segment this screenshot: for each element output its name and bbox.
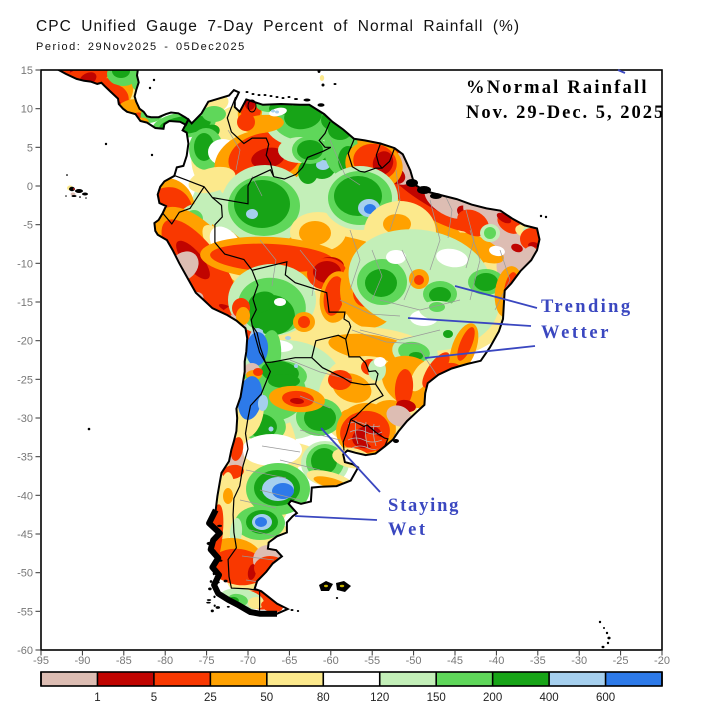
svg-text:5: 5 bbox=[27, 142, 33, 154]
svg-text:-30: -30 bbox=[571, 655, 587, 667]
svg-text:%Normal Rainfall: %Normal Rainfall bbox=[466, 78, 649, 98]
svg-text:Nov. 29-Dec. 5, 2025: Nov. 29-Dec. 5, 2025 bbox=[466, 103, 665, 123]
svg-text:-70: -70 bbox=[240, 655, 256, 667]
svg-text:CPC Unified Gauge 7-Day Percen: CPC Unified Gauge 7-Day Percent of Norma… bbox=[36, 18, 520, 35]
svg-text:Wet: Wet bbox=[388, 520, 428, 540]
svg-text:-40: -40 bbox=[488, 655, 504, 667]
svg-text:5: 5 bbox=[151, 692, 157, 704]
svg-text:-10: -10 bbox=[17, 258, 33, 270]
svg-text:-15: -15 bbox=[17, 297, 33, 309]
svg-text:Wetter: Wetter bbox=[541, 323, 611, 343]
svg-text:-45: -45 bbox=[447, 655, 463, 667]
svg-text:-20: -20 bbox=[654, 655, 670, 667]
svg-text:-25: -25 bbox=[613, 655, 629, 667]
svg-text:-80: -80 bbox=[157, 655, 173, 667]
svg-text:-20: -20 bbox=[17, 336, 33, 348]
svg-text:-5: -5 bbox=[23, 220, 33, 232]
svg-text:-35: -35 bbox=[530, 655, 546, 667]
svg-text:10: 10 bbox=[21, 104, 33, 116]
svg-text:-40: -40 bbox=[17, 490, 33, 502]
svg-text:600: 600 bbox=[596, 692, 615, 704]
svg-text:200: 200 bbox=[483, 692, 502, 704]
svg-text:400: 400 bbox=[539, 692, 558, 704]
svg-text:-75: -75 bbox=[199, 655, 215, 667]
svg-text:1: 1 bbox=[94, 692, 100, 704]
svg-text:-45: -45 bbox=[17, 529, 33, 541]
svg-text:Staying: Staying bbox=[388, 496, 460, 516]
svg-text:Period: 29Nov2025 - 05Dec2025: Period: 29Nov2025 - 05Dec2025 bbox=[36, 41, 246, 53]
svg-text:-30: -30 bbox=[17, 413, 33, 425]
svg-text:0: 0 bbox=[27, 181, 33, 193]
svg-text:-65: -65 bbox=[281, 655, 297, 667]
svg-text:80: 80 bbox=[317, 692, 330, 704]
svg-text:-50: -50 bbox=[406, 655, 422, 667]
svg-text:Trending: Trending bbox=[541, 297, 633, 317]
svg-text:-35: -35 bbox=[17, 452, 33, 464]
svg-text:-85: -85 bbox=[116, 655, 132, 667]
svg-text:-60: -60 bbox=[17, 645, 33, 657]
svg-text:-95: -95 bbox=[33, 655, 49, 667]
svg-text:-50: -50 bbox=[17, 568, 33, 580]
svg-text:25: 25 bbox=[204, 692, 217, 704]
svg-text:120: 120 bbox=[370, 692, 389, 704]
svg-text:-55: -55 bbox=[364, 655, 380, 667]
svg-text:15: 15 bbox=[21, 65, 33, 77]
svg-text:-55: -55 bbox=[17, 606, 33, 618]
svg-text:-25: -25 bbox=[17, 374, 33, 386]
svg-text:-60: -60 bbox=[323, 655, 339, 667]
svg-text:-90: -90 bbox=[74, 655, 90, 667]
svg-text:150: 150 bbox=[427, 692, 446, 704]
svg-text:50: 50 bbox=[260, 692, 273, 704]
